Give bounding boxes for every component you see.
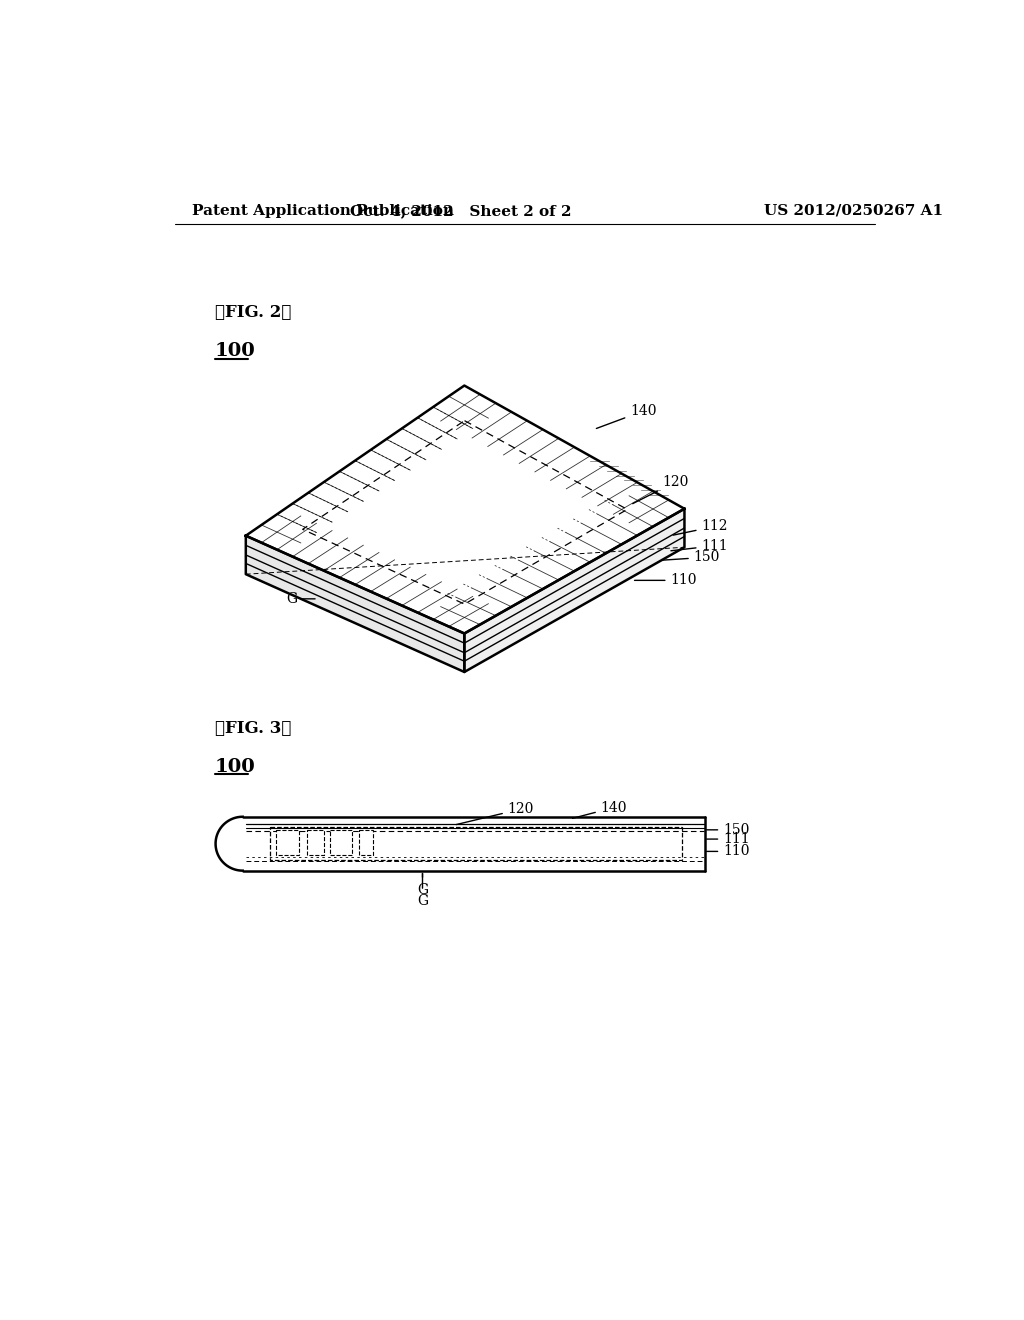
Text: Oct. 4, 2012   Sheet 2 of 2: Oct. 4, 2012 Sheet 2 of 2 bbox=[350, 203, 572, 218]
Text: 111: 111 bbox=[671, 539, 728, 553]
Bar bbox=[270, 826, 682, 859]
Bar bbox=[331, 830, 352, 855]
Text: 【FIG. 3】: 【FIG. 3】 bbox=[215, 719, 291, 737]
Text: 150: 150 bbox=[663, 550, 720, 564]
Bar bbox=[276, 830, 299, 855]
Polygon shape bbox=[246, 536, 464, 672]
Text: 120: 120 bbox=[457, 803, 535, 825]
Text: 111: 111 bbox=[707, 832, 750, 846]
Text: 140: 140 bbox=[596, 404, 656, 429]
Text: 150: 150 bbox=[707, 822, 750, 837]
Text: 140: 140 bbox=[572, 800, 628, 818]
Text: 120: 120 bbox=[633, 475, 689, 504]
Polygon shape bbox=[216, 817, 243, 871]
Bar bbox=[243, 817, 706, 871]
Text: 100: 100 bbox=[215, 342, 256, 360]
Text: 112: 112 bbox=[673, 520, 728, 535]
Text: US 2012/0250267 A1: US 2012/0250267 A1 bbox=[764, 203, 943, 218]
Bar bbox=[359, 830, 373, 855]
Text: G: G bbox=[417, 874, 428, 896]
Text: Patent Application Publication: Patent Application Publication bbox=[191, 203, 454, 218]
Bar bbox=[307, 830, 324, 855]
Text: G: G bbox=[417, 874, 428, 908]
Text: 110: 110 bbox=[707, 845, 750, 858]
Text: 100: 100 bbox=[215, 758, 256, 776]
Text: G: G bbox=[286, 591, 315, 606]
Polygon shape bbox=[464, 508, 684, 672]
Polygon shape bbox=[246, 385, 684, 634]
Text: 110: 110 bbox=[635, 573, 697, 587]
Text: 【FIG. 2】: 【FIG. 2】 bbox=[215, 304, 291, 321]
